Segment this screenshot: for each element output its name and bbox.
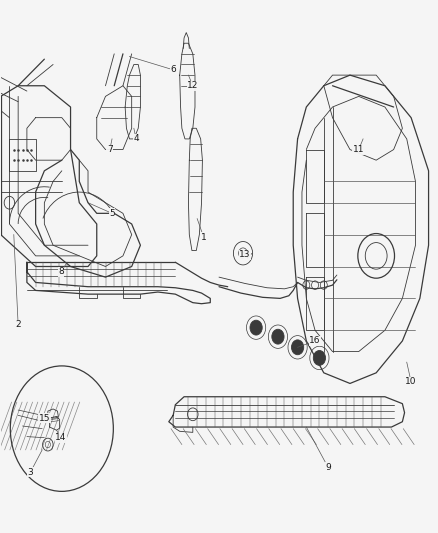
Text: 9: 9 [325, 463, 331, 472]
Circle shape [291, 340, 304, 355]
Text: 4: 4 [133, 134, 139, 143]
Text: 6: 6 [170, 66, 176, 74]
Text: 1: 1 [201, 233, 207, 242]
Text: 10: 10 [405, 377, 417, 386]
Circle shape [250, 320, 262, 335]
Text: 2: 2 [15, 320, 21, 329]
Text: 8: 8 [58, 268, 64, 276]
Text: 11: 11 [353, 145, 364, 154]
Text: 5: 5 [109, 209, 115, 218]
Text: 3: 3 [28, 468, 33, 477]
Text: 15: 15 [39, 414, 50, 423]
Text: 13: 13 [240, 251, 251, 260]
Text: 16: 16 [309, 336, 321, 345]
Text: 14: 14 [55, 433, 67, 442]
Text: 12: 12 [187, 81, 198, 90]
Circle shape [313, 351, 325, 366]
Text: 7: 7 [107, 145, 113, 154]
Circle shape [272, 329, 284, 344]
